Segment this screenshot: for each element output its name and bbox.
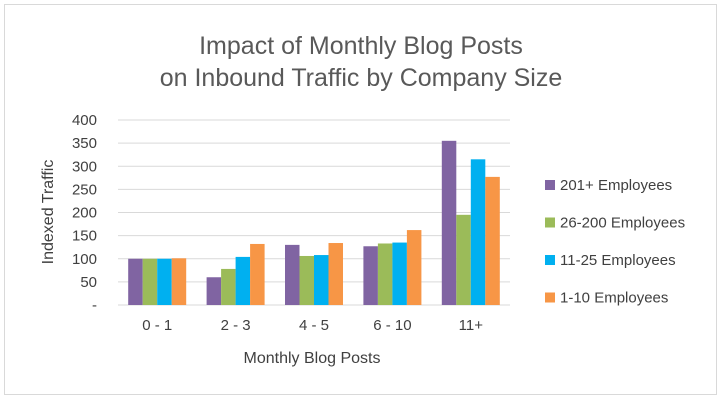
bar-2-3 <box>299 255 314 305</box>
y-tick-label: 400 <box>72 112 97 129</box>
bar-1-3 <box>285 244 300 305</box>
bar-4-2 <box>250 243 265 305</box>
bar-4-4 <box>406 230 422 305</box>
chart-frame <box>4 4 717 395</box>
y-tick-label: 250 <box>72 181 97 198</box>
y-tick-label: 50 <box>80 274 97 291</box>
legend-swatch-4 <box>545 292 555 303</box>
legend-label-1: 201+ Employees <box>560 177 672 194</box>
x-tick-label: 2 - 3 <box>221 317 251 334</box>
chart-title-line-1: Impact of Monthly Blog Posts <box>199 32 523 60</box>
chart-title-line-2: on Inbound Traffic by Company Size <box>160 64 563 92</box>
y-tick-label: 100 <box>72 251 97 268</box>
y-tick-label: 350 <box>72 135 97 152</box>
legend: 201+ Employees 26-200 Employees 11-25 Empl… <box>545 177 685 307</box>
legend-label-3: 11-25 Employees <box>560 252 676 269</box>
x-tick-label: 11+ <box>459 317 484 334</box>
y-axis-label: Indexed Traffic <box>40 160 57 265</box>
bar-3-5 <box>470 159 486 305</box>
legend-swatch-2 <box>545 217 555 228</box>
bar-3-4 <box>392 242 407 305</box>
bar-3-2 <box>235 256 251 305</box>
x-tick-label: 0 - 1 <box>142 317 172 334</box>
bar-1-2 <box>206 277 222 305</box>
y-tick-label: 150 <box>72 228 97 245</box>
x-axis-label: Monthly Blog Posts <box>244 350 381 367</box>
legend-label-2: 26-200 Employees <box>560 215 685 232</box>
y-tick-label: 300 <box>72 158 97 175</box>
y-tick-label: - <box>92 297 97 314</box>
y-tick-label: 200 <box>72 205 97 222</box>
bar-4-1 <box>171 258 187 305</box>
legend-label-4: 1-10 Employees <box>560 290 668 307</box>
bar-2-4 <box>377 243 393 305</box>
x-tick-label: 4 - 5 <box>299 317 329 334</box>
bar-1-1 <box>128 258 143 305</box>
x-tick-label: 6 - 10 <box>373 317 411 334</box>
bar-2-5 <box>456 214 471 305</box>
bar-4-5 <box>485 176 500 305</box>
bar-2-2 <box>221 268 236 305</box>
x-axis-ticks: 0 - 1 2 - 3 4 - 5 6 - 10 11+ <box>142 317 483 334</box>
bars <box>128 140 500 305</box>
legend-swatch-1 <box>545 180 555 190</box>
bar-3-1 <box>157 258 172 305</box>
bar-1-4 <box>363 246 378 305</box>
bar-4-3 <box>328 243 343 305</box>
y-axis-ticks: - 50 100 150 200 250 300 350 400 <box>72 112 97 314</box>
bar-2-1 <box>142 258 158 305</box>
legend-swatch-3 <box>545 255 555 265</box>
bar-1-5 <box>441 140 457 305</box>
bar-3-3 <box>314 255 329 305</box>
